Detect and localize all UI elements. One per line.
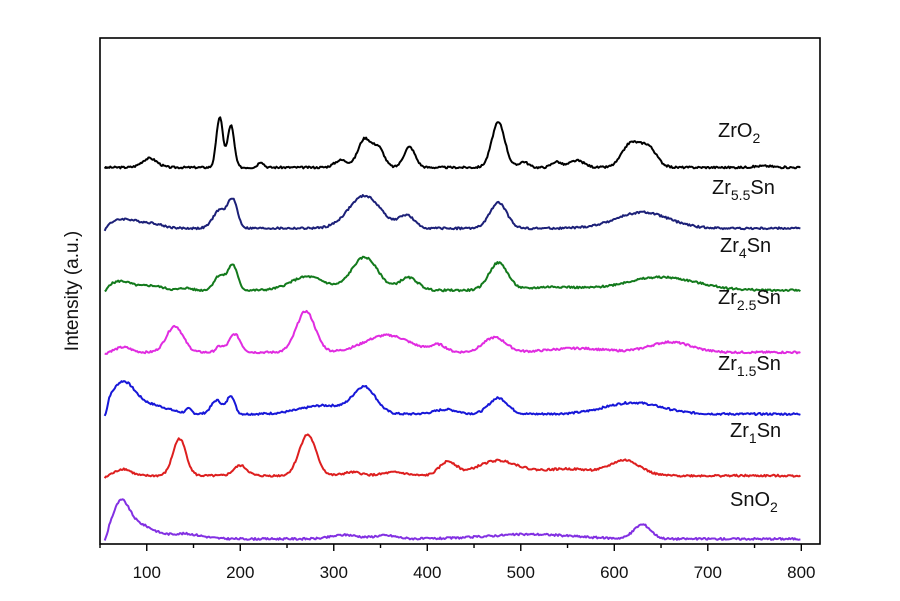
series-line-ZrO2 [103,116,801,170]
series-layer [103,116,801,541]
series-line-Zr4Sn [104,255,801,293]
x-tick-label: 300 [320,563,348,582]
plot-frame [99,37,821,545]
x-axis: 100 200 300 400 500 600 700 800 [99,544,815,582]
y-axis-label: Intensity (a.u.) [62,231,83,351]
series-label-Zr4Sn: Zr4Sn [720,235,771,261]
series-line-Zr5.5Sn [103,194,801,232]
series-label-Zr1Sn: Zr1Sn [730,420,781,446]
x-tick-label: 500 [507,563,535,582]
series-label-Zr5.5Sn: Zr5.5Sn [712,177,775,203]
x-tick-label: 400 [413,563,441,582]
series-label-Zr2.5Sn: Zr2.5Sn [718,287,781,313]
x-tick-label: 600 [600,563,628,582]
series-label-ZrO2: ZrO2 [718,120,760,146]
series-line-Zr1Sn [103,433,801,479]
series-line-SnO2 [103,498,801,541]
series-line-Zr1.5Sn [103,380,801,417]
x-tick-label: 100 [133,563,161,582]
x-tick-label: 200 [226,563,254,582]
series-label-Zr1.5Sn: Zr1.5Sn [718,353,781,379]
x-tick-label: 800 [787,563,815,582]
series-label-SnO2: SnO2 [730,489,778,515]
series-labels: ZrO2 Zr5.5Sn Zr4Sn Zr2.5Sn Zr1.5Sn Zr1Sn SnO2 [712,120,781,515]
series-line-Zr2.5Sn [104,309,801,355]
x-tick-label: 700 [694,563,722,582]
